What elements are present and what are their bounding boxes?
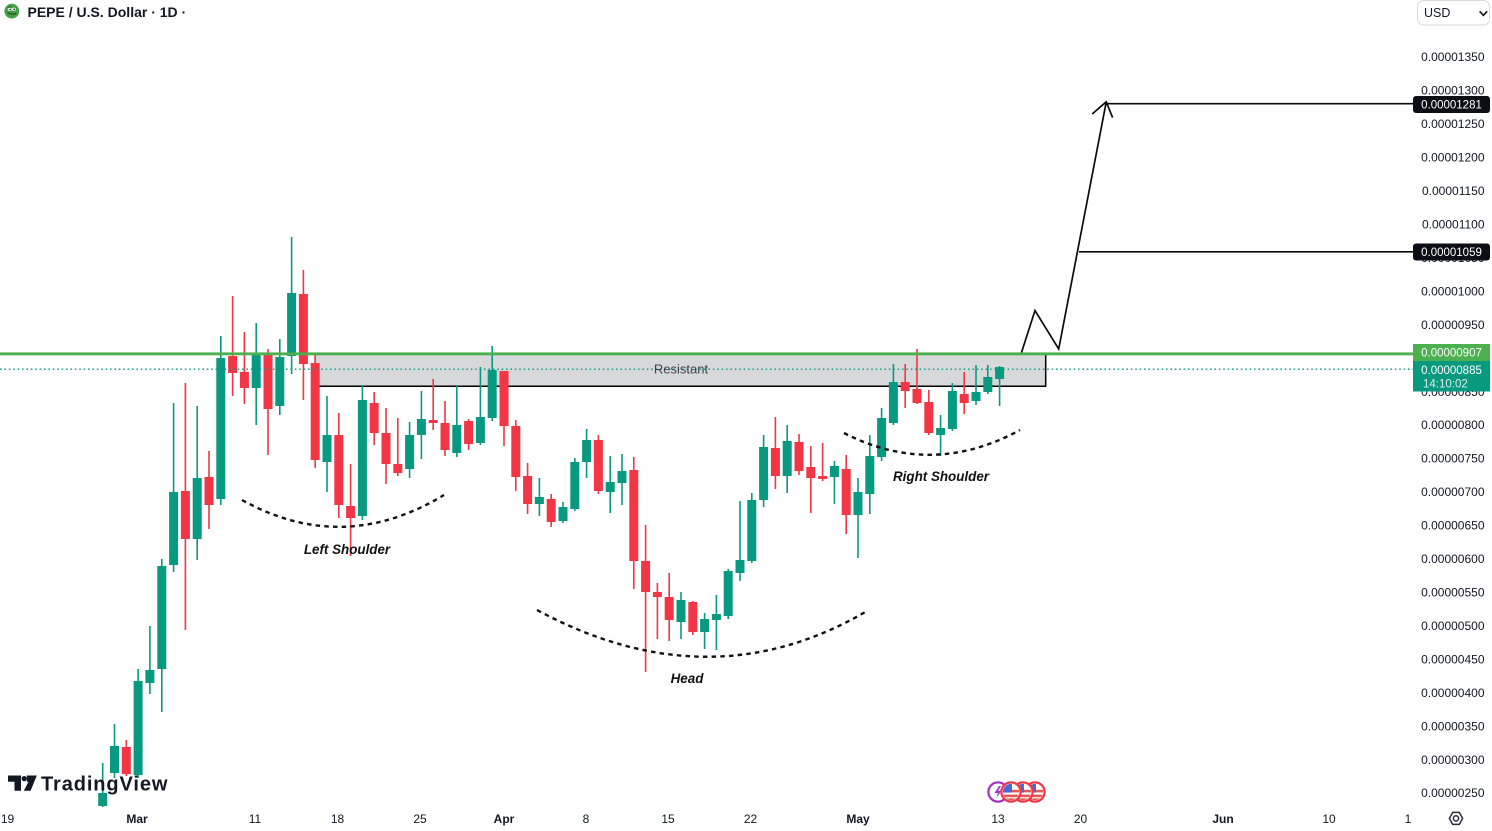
svg-text:25: 25 xyxy=(413,812,427,826)
svg-text:Jun: Jun xyxy=(1212,812,1233,826)
svg-text:Left Shoulder: Left Shoulder xyxy=(304,542,391,557)
svg-text:15: 15 xyxy=(661,812,675,826)
svg-text:11: 11 xyxy=(249,812,262,826)
svg-text:13: 13 xyxy=(991,812,1005,826)
svg-text:0.00001200: 0.00001200 xyxy=(1421,151,1485,165)
svg-text:May: May xyxy=(846,812,870,826)
svg-text:0.00001150: 0.00001150 xyxy=(1422,184,1485,198)
svg-text:10: 10 xyxy=(1322,812,1336,826)
svg-text:0.00001300: 0.00001300 xyxy=(1421,84,1485,98)
svg-text:0.00000800: 0.00000800 xyxy=(1421,418,1485,432)
svg-text:0.00001059: 0.00001059 xyxy=(1421,247,1482,259)
svg-text:0.00000350: 0.00000350 xyxy=(1421,719,1485,733)
svg-text:0.00000750: 0.00000750 xyxy=(1421,452,1485,466)
svg-text:0.00000500: 0.00000500 xyxy=(1421,619,1485,633)
svg-text:8: 8 xyxy=(583,812,590,826)
svg-text:0.00001281: 0.00001281 xyxy=(1421,100,1482,112)
svg-text:Apr: Apr xyxy=(494,812,515,826)
svg-text:0.00000300: 0.00000300 xyxy=(1421,753,1485,767)
svg-text:0.00000907: 0.00000907 xyxy=(1421,348,1482,360)
svg-text:0.00000250: 0.00000250 xyxy=(1421,786,1485,800)
svg-text:0.00000600: 0.00000600 xyxy=(1421,552,1485,566)
svg-text:Head: Head xyxy=(671,671,705,686)
svg-text:USD: USD xyxy=(1424,6,1450,20)
svg-text:20: 20 xyxy=(1074,812,1088,826)
svg-text:TradingView: TradingView xyxy=(41,774,168,796)
svg-text:22: 22 xyxy=(744,812,758,826)
svg-text:14:10:02: 14:10:02 xyxy=(1423,379,1468,391)
svg-text:PEPE / U.S. Dollar · 1D ·: PEPE / U.S. Dollar · 1D · xyxy=(28,4,187,20)
svg-text:0.00000650: 0.00000650 xyxy=(1421,519,1485,533)
svg-text:1: 1 xyxy=(1405,812,1412,826)
svg-text:0.00000550: 0.00000550 xyxy=(1421,586,1485,600)
svg-text:18: 18 xyxy=(331,812,345,826)
svg-text:Mar: Mar xyxy=(126,812,148,826)
svg-text:0.00001350: 0.00001350 xyxy=(1421,50,1485,64)
svg-text:19: 19 xyxy=(1,812,15,826)
svg-text:Right Shoulder: Right Shoulder xyxy=(893,469,990,484)
svg-text:0.00000885: 0.00000885 xyxy=(1421,365,1482,377)
svg-text:0.00000400: 0.00000400 xyxy=(1421,686,1485,700)
svg-text:0.00000450: 0.00000450 xyxy=(1421,652,1485,666)
svg-text:0.00000700: 0.00000700 xyxy=(1421,485,1485,499)
svg-text:0.00000950: 0.00000950 xyxy=(1421,318,1485,332)
svg-text:0.00001000: 0.00001000 xyxy=(1421,284,1485,298)
svg-text:Resistant: Resistant xyxy=(654,362,709,377)
svg-text:0.00001250: 0.00001250 xyxy=(1421,117,1485,131)
svg-text:0.00001100: 0.00001100 xyxy=(1422,218,1485,232)
